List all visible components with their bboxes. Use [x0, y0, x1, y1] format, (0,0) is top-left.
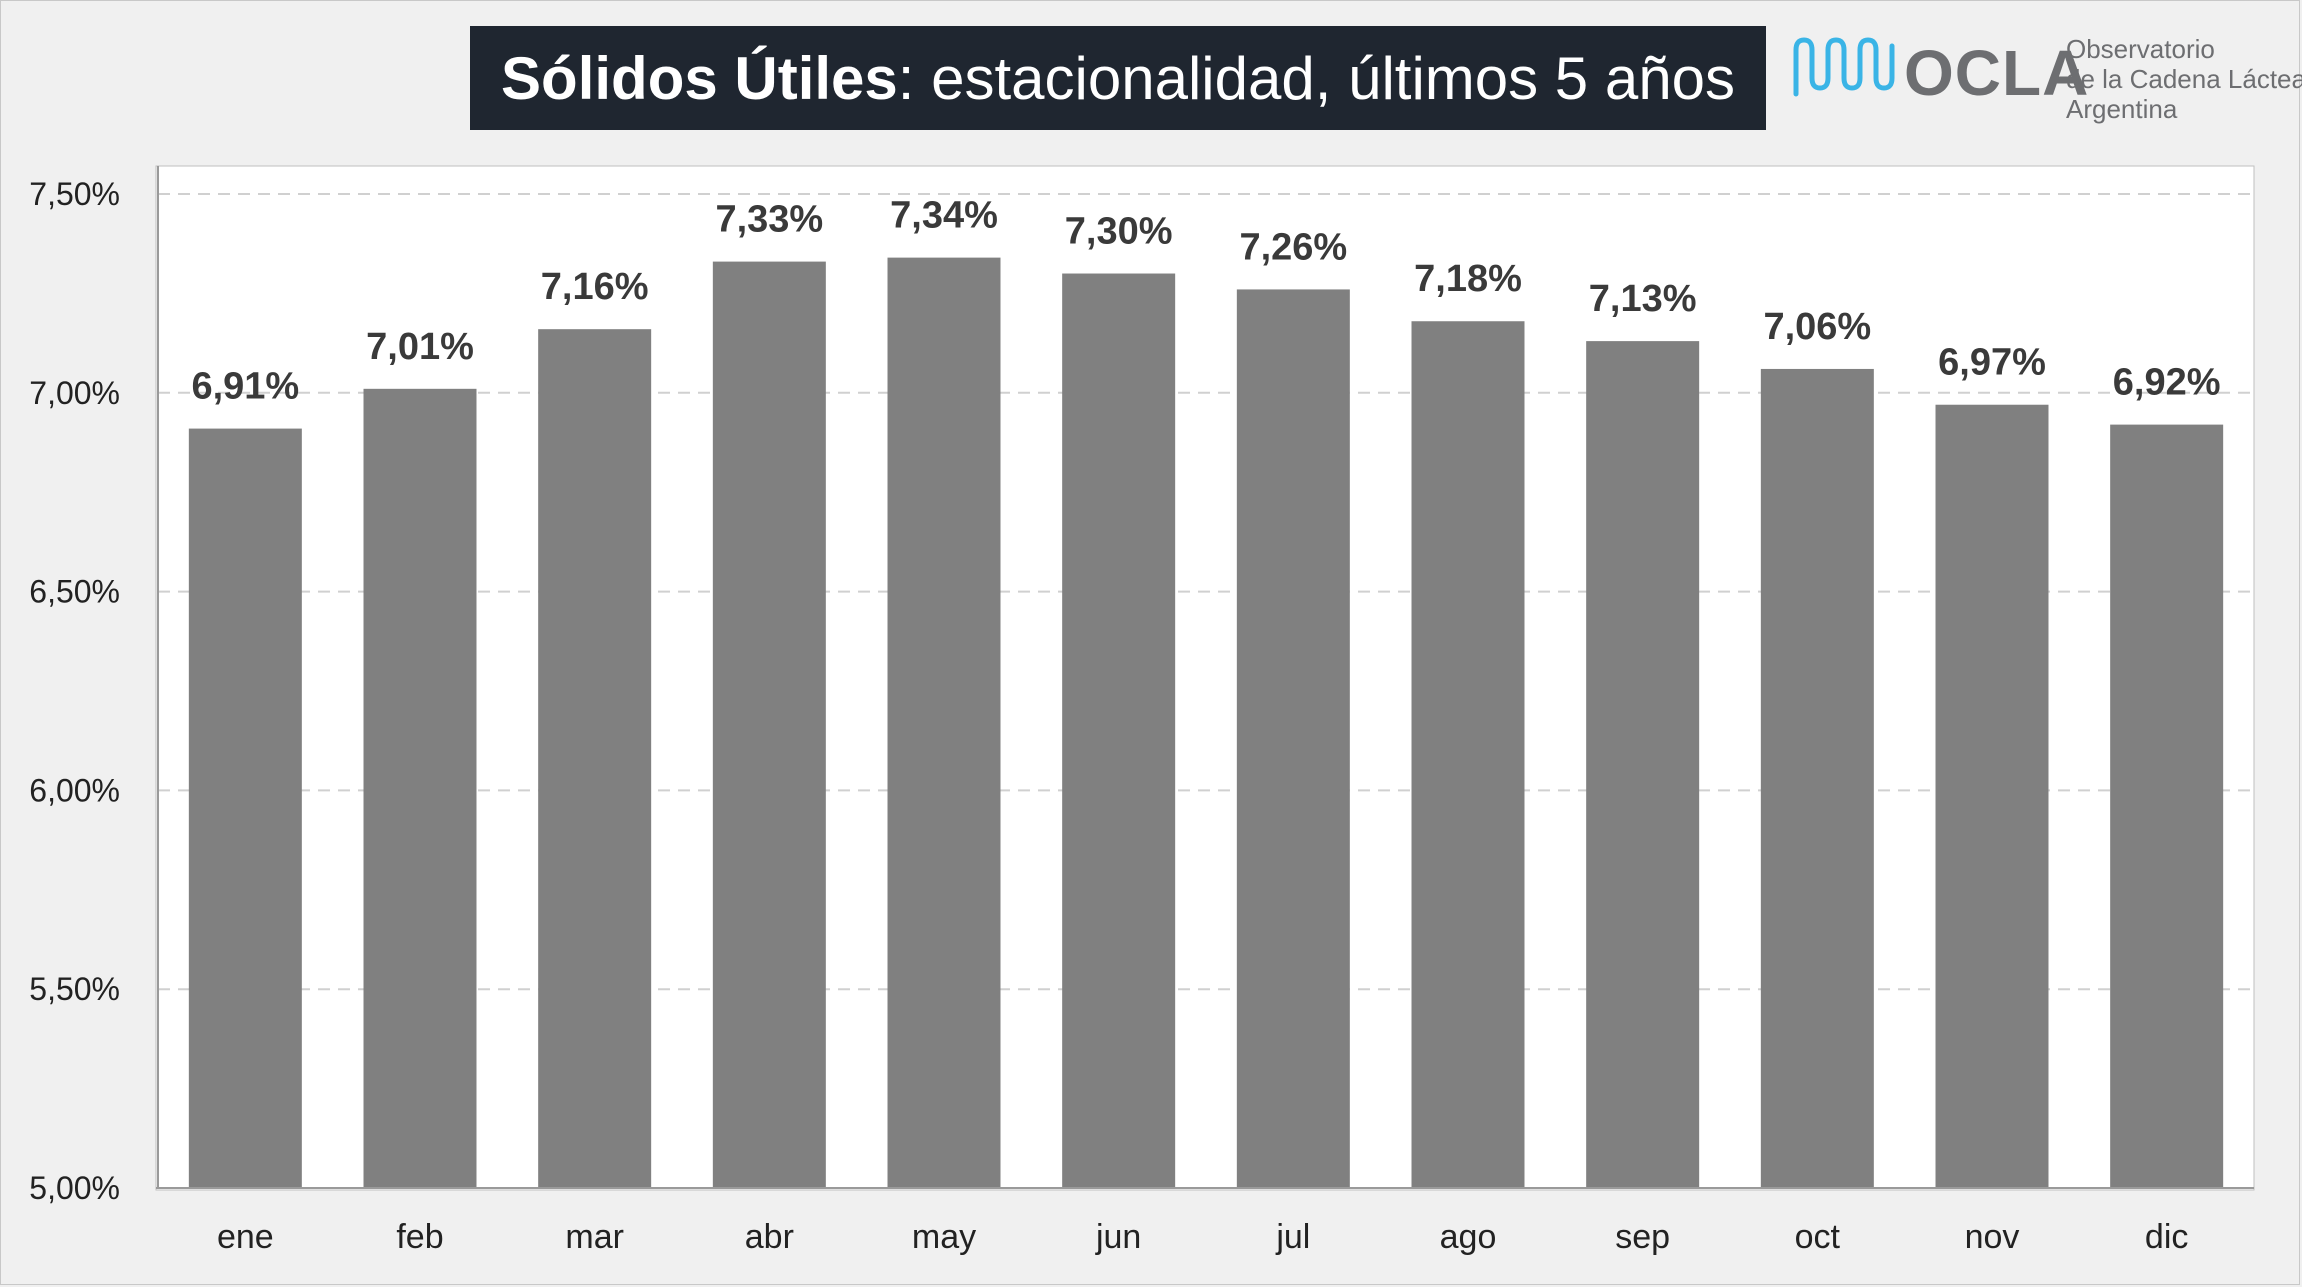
- bar-value-label: 7,13%: [1589, 278, 1697, 320]
- logo-brand: OCLA: [1904, 37, 2090, 109]
- logo-line-2: de la Cadena Láctea: [2066, 64, 2302, 94]
- title-bold: Sólidos Útiles: [501, 44, 898, 112]
- x-category-label: mar: [565, 1218, 624, 1256]
- bar-value-label: 7,26%: [1239, 226, 1347, 268]
- bar-value-label: 7,33%: [715, 199, 823, 241]
- data-labels: 6,91% 7,01% 7,16% 7,33% 7,34% 7,30% 7,26% 7,18%…: [191, 195, 2220, 408]
- bar: [1411, 321, 1525, 1188]
- x-category-label: oct: [1795, 1218, 1841, 1256]
- x-category-label: sep: [1615, 1218, 1670, 1256]
- chart-title: Sólidos Útiles: estacionalidad, últimos …: [470, 26, 1766, 130]
- x-category-label: feb: [396, 1218, 443, 1256]
- bar: [887, 257, 1001, 1189]
- bar: [1586, 341, 1700, 1188]
- y-tick-label: 5,00%: [29, 1170, 120, 1206]
- plot-area: [155, 165, 2255, 1191]
- x-category-label: ene: [217, 1218, 274, 1256]
- bar: [1760, 368, 1874, 1189]
- x-category-label: ago: [1440, 1218, 1497, 1256]
- bar: [1062, 273, 1176, 1188]
- y-tick-label: 7,00%: [29, 375, 120, 411]
- gridlines: [158, 193, 2254, 991]
- bars: [188, 257, 2224, 1189]
- y-tick-label: 6,50%: [29, 574, 120, 610]
- y-tick-label: 7,50%: [29, 176, 120, 212]
- logo-line-3: Argentina: [2066, 94, 2178, 124]
- bar: [538, 329, 652, 1189]
- bar-value-label: 7,06%: [1763, 306, 1871, 348]
- bar-value-label: 7,01%: [366, 326, 474, 368]
- bar: [712, 261, 826, 1188]
- bar: [363, 388, 477, 1189]
- milk-wave-icon: [1793, 37, 1895, 97]
- bar-value-label: 6,92%: [2113, 362, 2221, 404]
- x-category-label: jun: [1095, 1218, 1141, 1256]
- x-axis-categories: ene feb mar abr may jun jul ago sep oct nov dic: [217, 1218, 2188, 1256]
- bar: [1935, 404, 2049, 1188]
- ocla-logo: OCLA Observatorio de la Cadena Láctea Ar…: [1792, 28, 2302, 128]
- y-tick-label: 5,50%: [29, 971, 120, 1007]
- x-category-label: dic: [2145, 1218, 2188, 1256]
- bar-value-label: 7,34%: [890, 195, 998, 237]
- x-category-label: may: [912, 1218, 976, 1256]
- x-category-label: nov: [1965, 1218, 2020, 1256]
- bar-value-label: 7,16%: [541, 266, 649, 308]
- bar: [2110, 424, 2224, 1188]
- x-category-label: jul: [1275, 1218, 1310, 1256]
- title-rest: : estacionalidad, últimos 5 años: [897, 44, 1735, 112]
- y-tick-label: 6,00%: [29, 772, 120, 808]
- bar: [1236, 289, 1350, 1188]
- y-axis-ticks: 5,00% 5,50% 6,00% 6,50% 7,00% 7,50%: [29, 176, 120, 1206]
- logo-line-1: Observatorio: [2066, 34, 2215, 64]
- bar-value-label: 6,97%: [1938, 342, 2046, 384]
- x-category-label: abr: [745, 1218, 794, 1256]
- bar-value-label: 6,91%: [191, 366, 299, 408]
- bar-value-label: 7,30%: [1065, 211, 1173, 253]
- bar: [188, 428, 302, 1189]
- bar-value-label: 7,18%: [1414, 258, 1522, 300]
